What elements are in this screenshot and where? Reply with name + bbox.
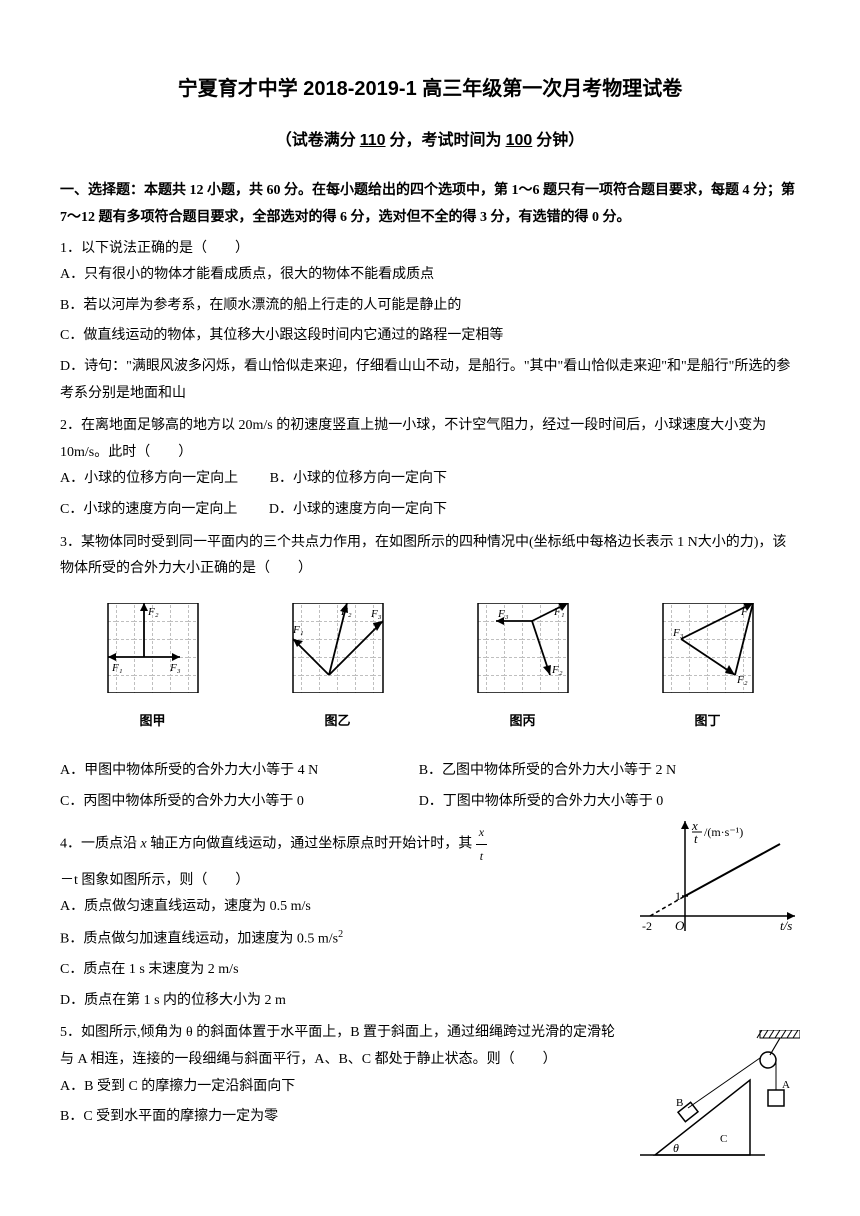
svg-text:F₃: F₃ xyxy=(497,608,509,620)
svg-text:F₁: F₁ xyxy=(292,624,304,636)
q4-graph: 1 -2 O t/s x t /(m·s⁻¹) xyxy=(620,816,800,957)
q2-option-c: C．小球的速度方向一定向上 xyxy=(60,497,237,524)
diagram-jia: F₁ F₂ F₃ 图甲 xyxy=(98,603,208,734)
q4-option-d: D．质点在第 1 s 内的位移大小为 2 m xyxy=(60,988,800,1015)
svg-text:F₃: F₃ xyxy=(169,662,181,674)
exam-title: 宁夏育才中学 2018-2019-1 高三年级第一次月考物理试卷 xyxy=(60,70,800,108)
q2: 2．在离地面足够高的地方以 20m/s 的初速度竖直上抛一小球，不计空气阻力，经… xyxy=(60,413,800,523)
svg-text:F₁: F₁ xyxy=(740,606,752,618)
q4-stem-prefix: 4．一质点沿 xyxy=(60,837,141,852)
full-score: 110 xyxy=(356,132,390,149)
subtitle-suffix: 分钟） xyxy=(536,132,584,149)
svg-text:F₂: F₂ xyxy=(147,606,159,618)
q2-options-row1: A．小球的位移方向一定向上 B．小球的位移方向一定向下 xyxy=(60,466,800,493)
label-bing: 图丙 xyxy=(468,709,578,734)
svg-text:F₂: F₂ xyxy=(340,606,352,618)
svg-text:t/s: t/s xyxy=(780,918,792,933)
q5: A B C θ 5．如图所示,倾角为 θ 的斜面体置于水平面上，B 置于斜面上，… xyxy=(60,1020,800,1130)
q3-option-d: D．丁图中物体所受的合外力大小等于 0 xyxy=(419,789,774,816)
svg-text:t: t xyxy=(694,831,698,846)
q2-stem: 2．在离地面足够高的地方以 20m/s 的初速度竖直上抛一小球，不计空气阻力，经… xyxy=(60,413,800,466)
label-yi: 图乙 xyxy=(283,709,393,734)
diagram-yi: F₁ F₂ F₃ 图乙 xyxy=(283,603,393,734)
q2-option-d: D．小球的速度方向一定向下 xyxy=(269,497,447,524)
q3-diagrams: F₁ F₂ F₃ 图甲 F₁ F₂ F₃ 图乙 xyxy=(60,603,800,734)
diagram-ding: F₃ F₁ F₂ 图丁 xyxy=(653,603,763,734)
svg-text:θ: θ xyxy=(673,1141,679,1155)
q5-diagram: A B C θ xyxy=(640,1030,800,1171)
q1-option-d: D．诗句："满眼风波多闪烁，看山恰似走来迎，仔细看山山不动，是船行。"其中"看山… xyxy=(60,354,800,407)
q3-option-c: C．丙图中物体所受的合外力大小等于 0 xyxy=(60,789,415,816)
exam-subtitle: （试卷满分110分，考试时间为100分钟） xyxy=(60,126,800,156)
q3-option-b: B．乙图中物体所受的合外力大小等于 2 N xyxy=(419,758,774,785)
diagram-yi-svg: F₁ F₂ F₃ xyxy=(283,603,393,693)
diagram-bing: F₃ F₁ F₂ 图丙 xyxy=(468,603,578,734)
svg-text:/(m·s⁻¹): /(m·s⁻¹) xyxy=(704,825,743,839)
q1: 1．以下说法正确的是（ ） A．只有很小的物体才能看成质点，很大的物体不能看成质… xyxy=(60,236,800,408)
q3-option-a: A．甲图中物体所受的合外力大小等于 4 N xyxy=(60,758,415,785)
q1-option-a: A．只有很小的物体才能看成质点，很大的物体不能看成质点 xyxy=(60,262,800,289)
svg-text:-2: -2 xyxy=(642,919,652,933)
subtitle-prefix: （试卷满分 xyxy=(276,132,356,149)
q3-stem: 3．某物体同时受到同一平面内的三个共点力作用，在如图所示的四种情况中(坐标纸中每… xyxy=(60,530,800,583)
q2-option-b: B．小球的位移方向一定向下 xyxy=(270,466,447,493)
label-ding: 图丁 xyxy=(653,709,763,734)
q3-options-row1: A．甲图中物体所受的合外力大小等于 4 N B．乙图中物体所受的合外力大小等于 … xyxy=(60,758,800,785)
q4-frac: xt xyxy=(476,821,487,868)
svg-text:F₂: F₂ xyxy=(736,674,748,686)
svg-text:F₁: F₁ xyxy=(111,662,123,674)
q4: 1 -2 O t/s x t /(m·s⁻¹) 4．一质点沿 x 轴正方向做直线… xyxy=(60,821,800,1014)
svg-text:B: B xyxy=(676,1097,683,1109)
q4-graph-svg: 1 -2 O t/s x t /(m·s⁻¹) xyxy=(620,816,800,946)
q5-diagram-svg: A B C θ xyxy=(640,1030,800,1160)
diagram-jia-svg: F₁ F₂ F₃ xyxy=(98,603,208,693)
duration: 100 xyxy=(502,132,537,149)
q1-option-b: B．若以河岸为参考系，在顺水漂流的船上行走的人可能是静止的 xyxy=(60,293,800,320)
diagram-bing-svg: F₃ F₁ F₂ xyxy=(468,603,578,693)
svg-text:C: C xyxy=(720,1133,727,1145)
q2-options-row2: C．小球的速度方向一定向上 D．小球的速度方向一定向下 xyxy=(60,497,800,524)
q4-option-c: C．质点在 1 s 末速度为 2 m/s xyxy=(60,957,800,984)
svg-text:F₂: F₂ xyxy=(551,664,563,676)
subtitle-mid: 分，考试时间为 xyxy=(390,132,502,149)
svg-text:O: O xyxy=(675,918,685,933)
label-jia: 图甲 xyxy=(98,709,208,734)
q1-option-c: C．做直线运动的物体，其位移大小跟这段时间内它通过的路程一定相等 xyxy=(60,323,800,350)
svg-text:F₁: F₁ xyxy=(553,606,565,618)
section1-header: 一、选择题：本题共 12 小题，共 60 分。在每小题给出的四个选项中，第 1～… xyxy=(60,178,800,231)
svg-text:1: 1 xyxy=(675,889,681,903)
q3-options-row2: C．丙图中物体所受的合外力大小等于 0 D．丁图中物体所受的合外力大小等于 0 xyxy=(60,789,800,816)
svg-text:A: A xyxy=(782,1079,790,1091)
svg-text:F₃: F₃ xyxy=(672,627,684,639)
q1-stem: 1．以下说法正确的是（ ） xyxy=(60,236,800,263)
q4-stem-mid: 轴正方向做直线运动，通过坐标原点时开始计时，其 xyxy=(147,837,473,852)
svg-text:F₃: F₃ xyxy=(370,608,382,620)
q3: 3．某物体同时受到同一平面内的三个共点力作用，在如图所示的四种情况中(坐标纸中每… xyxy=(60,530,800,816)
diagram-ding-svg: F₃ F₁ F₂ xyxy=(653,603,763,693)
q2-option-a: A．小球的位移方向一定向上 xyxy=(60,466,238,493)
